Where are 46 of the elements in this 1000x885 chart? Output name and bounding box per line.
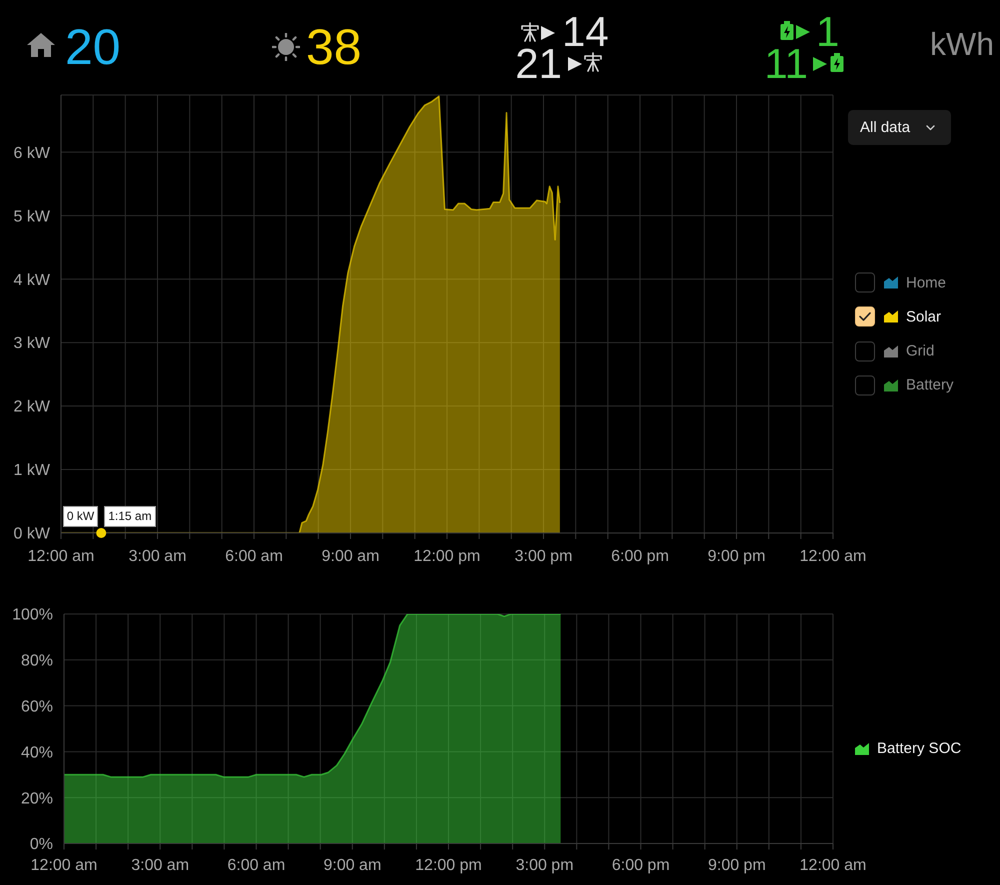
text: kWh bbox=[930, 26, 994, 62]
dropdown: All data bbox=[848, 110, 951, 145]
x-tick-label: 9:00 pm bbox=[708, 856, 766, 874]
legend-label: Home bbox=[906, 274, 946, 292]
y-tick-label: 20% bbox=[20, 790, 53, 808]
y-tick-label: 3 kW bbox=[14, 335, 51, 352]
y-tick-label: 0% bbox=[30, 836, 53, 854]
y-tick-label: 5 kW bbox=[14, 208, 51, 226]
text: 38 bbox=[306, 19, 362, 75]
text: 14 bbox=[562, 8, 609, 55]
y-tick-label: 80% bbox=[20, 652, 53, 670]
text: 21 bbox=[515, 40, 562, 87]
x-tick-label: 12:00 pm bbox=[414, 548, 480, 565]
x-tick-label: 3:00 am bbox=[131, 856, 190, 874]
y-tick-label: 2 kW bbox=[14, 398, 51, 416]
x-tick-label: 6:00 am bbox=[225, 548, 283, 565]
annotation: 1:15 am bbox=[108, 509, 152, 523]
legend-label: Grid bbox=[906, 342, 934, 360]
legend-label: Battery SOC bbox=[877, 740, 962, 758]
x-tick-label: 12:00 am bbox=[28, 548, 94, 565]
x-tick-label: 3:00 am bbox=[128, 548, 186, 565]
y-tick-label: 4 kW bbox=[14, 272, 51, 289]
x-tick-label: 12:00 am bbox=[800, 548, 866, 565]
y-tick-label: 60% bbox=[20, 698, 53, 716]
legend-label: Battery bbox=[906, 376, 954, 394]
y-tick-label: 1 kW bbox=[14, 462, 51, 480]
text: 20 bbox=[65, 19, 121, 75]
text: 1 bbox=[816, 8, 840, 55]
x-tick-label: 12:00 am bbox=[30, 856, 98, 874]
x-tick-label: 9:00 am bbox=[323, 856, 382, 874]
legend-label: Solar bbox=[906, 308, 942, 326]
y-tick-label: 40% bbox=[20, 744, 53, 762]
y-tick-label: 6 kW bbox=[14, 144, 51, 162]
y-tick-label: 0 kW bbox=[14, 526, 51, 543]
y-tick-label: 100% bbox=[12, 606, 53, 624]
x-tick-label: 12:00 pm bbox=[415, 856, 482, 874]
x-tick-label: 6:00 pm bbox=[611, 548, 669, 565]
x-tick-label: 9:00 pm bbox=[708, 548, 766, 565]
text: 11 bbox=[764, 40, 808, 87]
annotation: 0 kW bbox=[66, 509, 94, 523]
x-tick-label: 6:00 am bbox=[227, 856, 286, 874]
x-tick-label: 6:00 pm bbox=[612, 856, 670, 874]
x-tick-label: 3:00 pm bbox=[516, 856, 574, 874]
x-tick-label: 12:00 am bbox=[800, 856, 866, 874]
x-tick-label: 3:00 pm bbox=[514, 548, 572, 565]
x-tick-label: 9:00 am bbox=[322, 548, 380, 565]
